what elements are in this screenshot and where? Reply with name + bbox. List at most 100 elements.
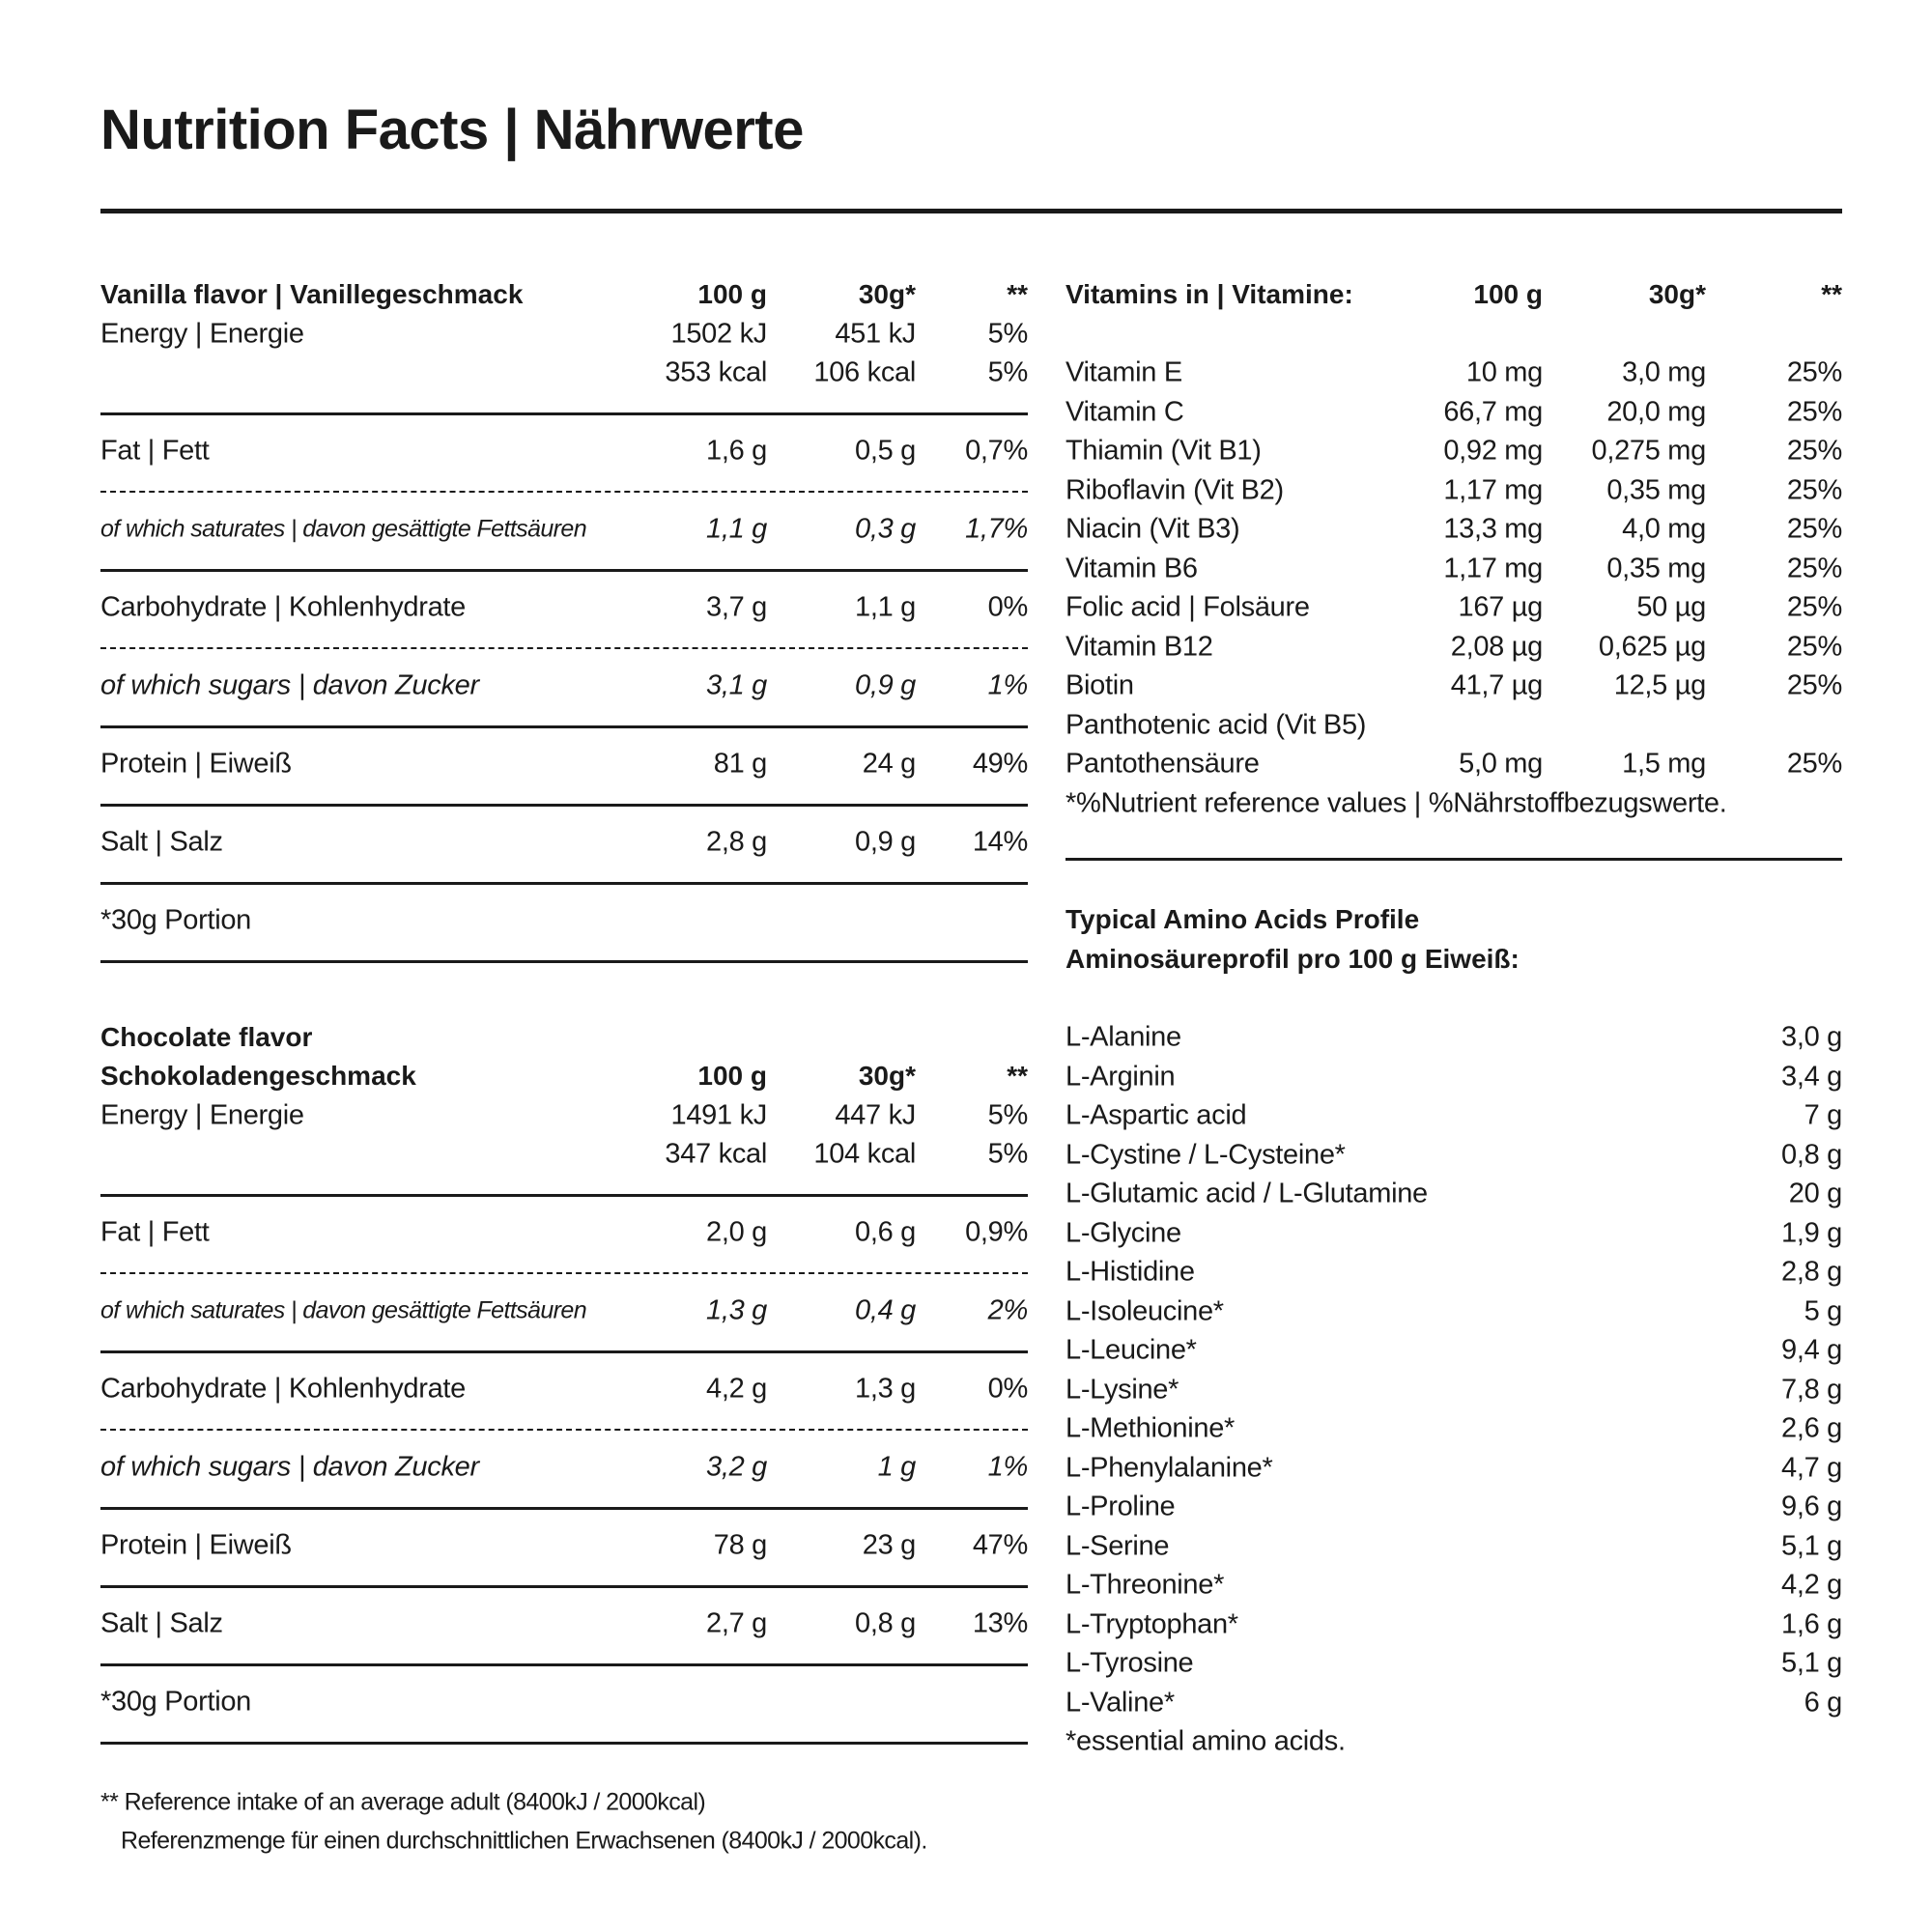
- column-header: 30g*: [858, 1061, 916, 1091]
- separator: [100, 209, 1842, 213]
- value: 5,1 g: [1781, 1647, 1842, 1679]
- amino-name: L-Serine: [1065, 1530, 1170, 1561]
- flavor-heading: Chocolate flavor: [100, 1021, 313, 1052]
- separator: [100, 1662, 1028, 1666]
- value: 5%: [987, 1099, 1029, 1130]
- separator: [100, 881, 1028, 885]
- value: 3,0 g: [1781, 1021, 1842, 1053]
- value: 2,8 g: [1781, 1256, 1842, 1288]
- value: 0,92 mg: [1443, 435, 1543, 467]
- value: 1502 kJ: [670, 318, 768, 349]
- separator: [100, 803, 1028, 807]
- value: 2,08 µg: [1450, 631, 1544, 662]
- row-label: Fat | Fett: [100, 435, 210, 467]
- value: 0,625 µg: [1598, 631, 1706, 662]
- value: 0,9 g: [855, 826, 916, 858]
- value: 3,2 g: [706, 1451, 767, 1483]
- value: 1%: [987, 1451, 1029, 1483]
- value: 50 µg: [1636, 591, 1706, 623]
- dashed-separator: [100, 490, 1028, 493]
- vitamin-name: Vitamin B6: [1065, 553, 1198, 583]
- value: 1,7%: [965, 513, 1028, 545]
- separator: [100, 724, 1028, 728]
- row-label: Carbohydrate | Kohlenhydrate: [100, 591, 466, 623]
- value: 447 kJ: [835, 1099, 916, 1130]
- vitamin-name: Niacin (Vit B3): [1065, 513, 1240, 545]
- vitamin-name: Biotin: [1065, 669, 1134, 701]
- column-header: 100 g: [697, 1061, 767, 1091]
- value: 1,5 mg: [1622, 748, 1706, 780]
- value: 4,0 mg: [1622, 513, 1706, 545]
- value: 81 g: [713, 748, 768, 780]
- value: 1%: [987, 669, 1029, 701]
- value: 25%: [1786, 474, 1842, 505]
- value: 9,6 g: [1781, 1491, 1842, 1522]
- vitamin-name: Vitamin B12: [1065, 631, 1213, 662]
- value: 25%: [1786, 356, 1842, 388]
- row-label: Energy | Energie: [100, 318, 304, 349]
- value: 0,7%: [965, 435, 1028, 467]
- value: 1,9 g: [1781, 1217, 1842, 1248]
- value: 0%: [987, 591, 1029, 623]
- amino-name: L-Proline: [1065, 1491, 1176, 1522]
- separator: [100, 568, 1028, 572]
- value: 1,3 g: [706, 1294, 767, 1326]
- portion-note: *30g Portion: [100, 1686, 252, 1718]
- amino-name: L-Valine*: [1065, 1687, 1175, 1718]
- amino-heading: Aminosäureprofil pro 100 g Eiweiß:: [1065, 943, 1520, 974]
- value: 1,1 g: [706, 513, 767, 545]
- value: 0,6 g: [855, 1216, 916, 1248]
- value: 5%: [987, 1138, 1029, 1170]
- value: 12,5 µg: [1613, 669, 1707, 701]
- value: 24 g: [862, 748, 917, 780]
- row-label: Carbohydrate | Kohlenhydrate: [100, 1373, 466, 1405]
- separator: [100, 1193, 1028, 1197]
- value: 1,6 g: [1781, 1608, 1842, 1639]
- value: 10 mg: [1465, 356, 1543, 388]
- value: 5%: [987, 356, 1029, 388]
- value: 4,7 g: [1781, 1452, 1842, 1483]
- amino-name: L-Histidine: [1065, 1256, 1195, 1288]
- value: 23 g: [862, 1529, 917, 1561]
- value: 0,9 g: [855, 669, 916, 701]
- value: 104 kcal: [813, 1138, 916, 1170]
- value: 3,1 g: [706, 669, 767, 701]
- value: 25%: [1786, 396, 1842, 427]
- separator: [100, 1350, 1028, 1353]
- value: 78 g: [713, 1529, 768, 1561]
- row-label: Protein | Eiweiß: [100, 748, 292, 780]
- vitamin-name: Panthotenic acid (Vit B5): [1065, 709, 1367, 740]
- value: 6 g: [1804, 1687, 1843, 1718]
- flavor-heading: Vanilla flavor | Vanillegeschmack: [100, 279, 524, 309]
- amino-name: L-Alanine: [1065, 1021, 1181, 1053]
- row-label: Salt | Salz: [100, 1607, 223, 1639]
- value: 2%: [987, 1294, 1029, 1326]
- value: 7,8 g: [1781, 1374, 1842, 1405]
- value: 3,0 mg: [1622, 356, 1706, 388]
- sub-row-label: of which saturates | davon gesättigte Fe…: [100, 515, 587, 543]
- value: 4,2 g: [1781, 1569, 1842, 1601]
- vitamin-name: Riboflavin (Vit B2): [1065, 474, 1284, 505]
- amino-name: L-Leucine*: [1065, 1334, 1197, 1366]
- amino-name: L-Cystine / L-Cysteine*: [1065, 1139, 1346, 1170]
- amino-name: L-Aspartic acid: [1065, 1099, 1247, 1131]
- value: 2,8 g: [706, 826, 767, 858]
- value: 25%: [1786, 513, 1842, 545]
- amino-heading: Typical Amino Acids Profile: [1065, 904, 1420, 934]
- portion-note: *30g Portion: [100, 904, 252, 936]
- sub-row-label: of which sugars | davon Zucker: [100, 1451, 479, 1483]
- amino-name: L-Phenylalanine*: [1065, 1452, 1273, 1483]
- amino-name: L-Lysine*: [1065, 1374, 1179, 1405]
- value: 2,7 g: [706, 1607, 767, 1639]
- value: 5,1 g: [1781, 1530, 1842, 1561]
- vitamin-name: Vitamin E: [1065, 356, 1182, 388]
- value: 7 g: [1804, 1099, 1843, 1131]
- value: 25%: [1786, 748, 1842, 780]
- value: 5,0 mg: [1459, 748, 1543, 780]
- column-header: **: [1007, 1061, 1028, 1091]
- value: 347 kcal: [665, 1138, 767, 1170]
- value: 1,17 mg: [1443, 474, 1543, 505]
- separator: [100, 412, 1028, 415]
- amino-name: L-Tyrosine: [1065, 1647, 1194, 1679]
- column-header: 30g*: [858, 279, 916, 309]
